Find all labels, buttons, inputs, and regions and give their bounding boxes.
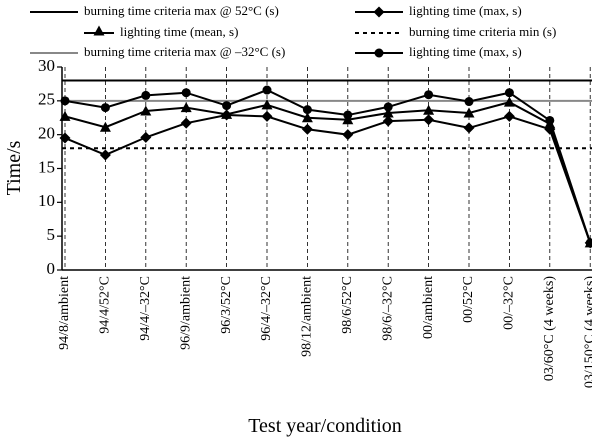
marker [100, 103, 110, 113]
legend-label: burning time criteria min (s) [409, 24, 556, 39]
marker [59, 110, 71, 121]
x-tick-label: 94/8/ambient [57, 276, 72, 350]
x-tick-label: 96/3/52°C [219, 276, 234, 334]
marker [545, 115, 555, 125]
marker [141, 90, 151, 100]
x-tick-label: 00/52°C [461, 276, 476, 323]
marker [585, 238, 592, 248]
legend-marker [93, 25, 105, 36]
x-tick-label: 03/60°C (4 weeks) [542, 276, 557, 381]
x-tick-label: 98/6/52°C [340, 276, 355, 334]
x-tick-label: 94/4/–32°C [138, 276, 153, 341]
series-line [64, 114, 592, 244]
marker [423, 104, 435, 115]
legend-label: burning time criteria max @ 52°C (s) [84, 3, 279, 18]
series-line [64, 88, 592, 244]
marker [140, 105, 152, 116]
marker [99, 149, 111, 161]
marker [181, 88, 191, 98]
y-tick-label: 20 [38, 124, 55, 143]
legend-marker [373, 6, 385, 18]
series-line [64, 101, 592, 244]
marker [59, 132, 71, 144]
x-axis-label: Test year/condition [248, 415, 402, 437]
legend-label: lighting time (mean, s) [120, 24, 238, 39]
marker [301, 112, 313, 123]
marker [382, 115, 394, 127]
marker [383, 102, 393, 112]
y-axis-label: Time/s [3, 140, 25, 195]
marker [504, 88, 514, 98]
y-tick-label: 10 [38, 191, 55, 210]
marker [343, 110, 353, 120]
marker [180, 102, 192, 113]
marker [464, 97, 474, 107]
legend-label: burning time criteria max @ –32°C (s) [84, 44, 285, 59]
marker [140, 131, 152, 143]
marker [503, 96, 515, 107]
y-tick-label: 25 [38, 90, 55, 109]
marker [99, 121, 111, 132]
marker [503, 110, 515, 122]
x-tick-label: 00/ambient [421, 276, 436, 339]
legend-label: lighting time (max, s) [409, 44, 522, 59]
marker [463, 107, 475, 118]
y-tick-label: 0 [47, 259, 56, 278]
marker [423, 114, 435, 126]
x-tick-label: 98/6/–32°C [380, 276, 395, 341]
y-tick-label: 5 [47, 225, 56, 244]
y-tick-label: 30 [38, 56, 55, 75]
marker [301, 123, 313, 135]
marker [261, 110, 273, 122]
marker [424, 90, 434, 100]
marker [221, 108, 233, 119]
y-tick-label: 15 [38, 157, 55, 176]
marker [463, 122, 475, 134]
x-tick-label: 03/150°C (4 weeks) [582, 276, 592, 388]
x-tick-label: 94/4/52°C [98, 276, 113, 334]
marker [60, 96, 70, 106]
marker [222, 101, 232, 111]
marker [342, 129, 354, 141]
marker [261, 99, 273, 110]
marker [382, 107, 394, 118]
marker [302, 105, 312, 115]
x-tick-label: 96/4/–32°C [259, 276, 274, 341]
x-tick-label: 98/12/ambient [300, 276, 315, 357]
legend-marker [374, 48, 384, 58]
x-tick-label: 96/9/ambient [178, 276, 193, 350]
legend-label: lighting time (max, s) [409, 3, 522, 18]
x-tick-label: 00/–32°C [502, 276, 517, 330]
marker [262, 85, 272, 95]
marker [180, 117, 192, 129]
